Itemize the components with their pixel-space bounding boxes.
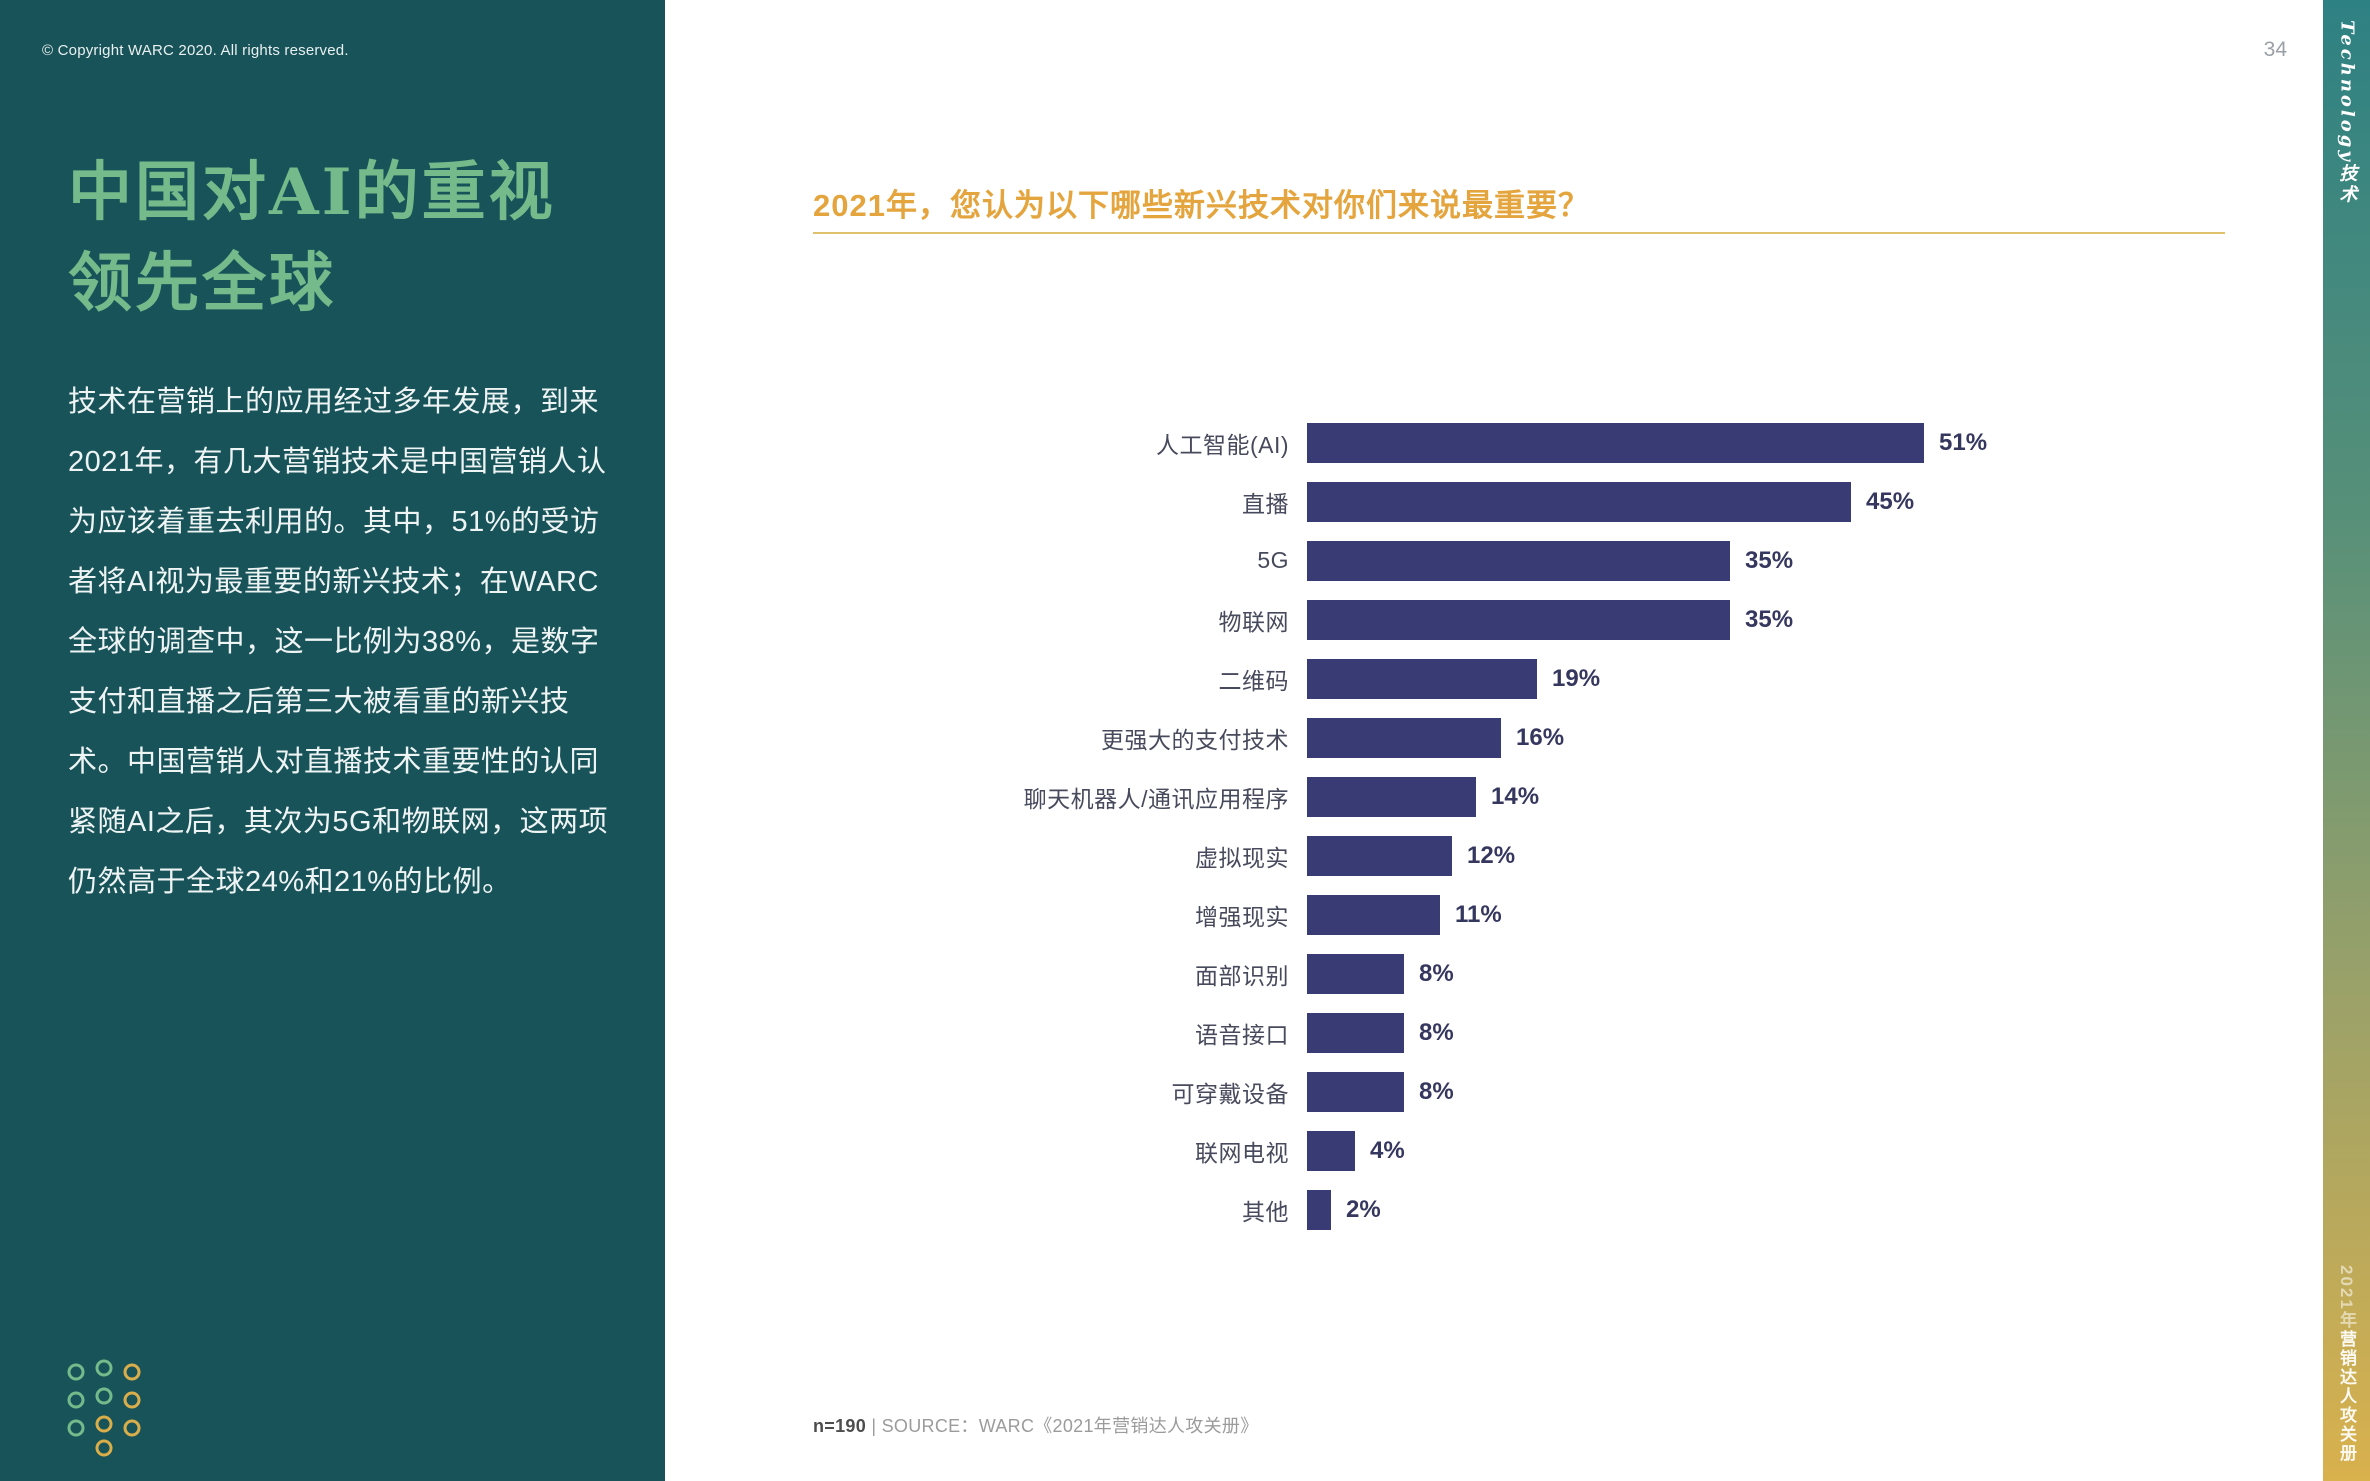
edge-strip: Technology技术 2021年营销达人攻关册 bbox=[2323, 0, 2370, 1481]
chart-bar bbox=[1307, 835, 1452, 876]
chart-bar-area: 12% bbox=[1307, 835, 1516, 876]
source-text: | SOURCE：WARC《2021年营销达人攻关册》 bbox=[866, 1416, 1259, 1436]
chart-bar-area: 8% bbox=[1307, 1071, 1454, 1112]
chart-row: 面部识别 8% bbox=[843, 944, 1987, 1003]
chart-row: 二维码 19% bbox=[843, 649, 1987, 708]
chart-row: 聊天机器人/通讯应用程序 14% bbox=[843, 767, 1987, 826]
chart-row: 5G 35% bbox=[843, 531, 1987, 590]
chart-value-label: 8% bbox=[1419, 959, 1454, 987]
heading-underline bbox=[813, 232, 2225, 234]
chart-bar-area: 2% bbox=[1307, 1189, 1381, 1230]
chart-category-label: 更强大的支付技术 bbox=[1101, 726, 1289, 753]
chart-bar bbox=[1307, 894, 1440, 935]
chart-row: 其他 2% bbox=[843, 1180, 1987, 1239]
chart-row: 物联网 35% bbox=[843, 590, 1987, 649]
page-title-line2: 领先全球 bbox=[68, 245, 336, 321]
chart-bar bbox=[1307, 1071, 1404, 1112]
chart-row: 联网电视 4% bbox=[843, 1121, 1987, 1180]
chart-bar-area: 51% bbox=[1307, 422, 1988, 463]
chart-category-label: 语音接口 bbox=[1195, 1021, 1289, 1048]
chart-bar bbox=[1307, 1012, 1404, 1053]
copyright-text: © Copyright WARC 2020. All rights reserv… bbox=[42, 42, 349, 59]
chart-bar bbox=[1307, 1189, 1331, 1230]
chart-bar-area: 8% bbox=[1307, 953, 1454, 994]
chart-bar bbox=[1307, 658, 1537, 699]
chart-value-label: 4% bbox=[1370, 1136, 1405, 1164]
report-title-vertical: 2021年营销达人攻关册 bbox=[2334, 1265, 2359, 1463]
chart-category-label: 聊天机器人/通讯应用程序 bbox=[1023, 785, 1289, 812]
report-year: 2021年 bbox=[2337, 1265, 2356, 1330]
chart-bar-area: 35% bbox=[1307, 540, 1794, 581]
chart-row: 人工智能(AI) 51% bbox=[843, 413, 1987, 472]
chart-category-label: 5G bbox=[1257, 547, 1289, 573]
chart-bar bbox=[1307, 599, 1730, 640]
chart-row: 虚拟现实 12% bbox=[843, 826, 1987, 885]
chart-value-label: 16% bbox=[1516, 723, 1565, 751]
chart-category-label: 人工智能(AI) bbox=[1155, 431, 1289, 458]
page-number: 34 bbox=[2263, 38, 2287, 61]
chart-category-label: 直播 bbox=[1242, 490, 1289, 517]
chart-category-label: 可穿戴设备 bbox=[1171, 1080, 1289, 1107]
chart-category-label: 联网电视 bbox=[1195, 1139, 1289, 1166]
chart-row: 直播 45% bbox=[843, 472, 1987, 531]
chart-title: 2021年，您认为以下哪些新兴技术对你们来说最重要？ bbox=[813, 188, 1590, 223]
chart-bar bbox=[1307, 717, 1501, 758]
chart-bar bbox=[1307, 1130, 1355, 1171]
chart-category-label: 物联网 bbox=[1218, 608, 1289, 635]
dots-logo-icon bbox=[67, 1359, 141, 1457]
chart-bar-area: 11% bbox=[1307, 894, 1502, 935]
chart-category-label: 其他 bbox=[1242, 1198, 1289, 1225]
chart-value-label: 35% bbox=[1745, 546, 1794, 574]
sidebar: © Copyright WARC 2020. All rights reserv… bbox=[0, 0, 665, 1481]
chart-value-label: 8% bbox=[1419, 1018, 1454, 1046]
page-title: 中国对AI的重视 领先全球 bbox=[68, 148, 556, 330]
chart-bar-area: 35% bbox=[1307, 599, 1794, 640]
chart-row: 更强大的支付技术 16% bbox=[843, 708, 1987, 767]
chart-value-label: 45% bbox=[1866, 487, 1915, 515]
chart-value-label: 8% bbox=[1419, 1077, 1454, 1105]
chart-bar-area: 4% bbox=[1307, 1130, 1405, 1171]
section-tab-technology: Technology技术 bbox=[2336, 20, 2358, 206]
chart-bar bbox=[1307, 422, 1924, 463]
source-note: n=190 | SOURCE：WARC《2021年营销达人攻关册》 bbox=[813, 1412, 1259, 1438]
bar-chart: 人工智能(AI) 51% 直播 45% 5G 35% 物联网 35% 二维码 19% 更强大的支付技… bbox=[843, 413, 1987, 1239]
chart-category-label: 增强现实 bbox=[1195, 903, 1289, 930]
chart-bar-area: 45% bbox=[1307, 481, 1915, 522]
chart-value-label: 19% bbox=[1552, 664, 1601, 692]
report-name: 营销达人攻关册 bbox=[2337, 1330, 2356, 1463]
chart-value-label: 14% bbox=[1491, 782, 1540, 810]
chart-bar bbox=[1307, 953, 1404, 994]
page-title-line1: 中国对AI的重视 bbox=[68, 155, 556, 230]
chart-row: 语音接口 8% bbox=[843, 1003, 1987, 1062]
chart-bar-area: 14% bbox=[1307, 776, 1540, 817]
sample-size: n=190 bbox=[813, 1416, 867, 1436]
chart-value-label: 2% bbox=[1346, 1195, 1381, 1223]
chart-bar-area: 19% bbox=[1307, 658, 1601, 699]
chart-category-label: 二维码 bbox=[1218, 667, 1289, 694]
chart-category-label: 虚拟现实 bbox=[1195, 844, 1289, 871]
body-paragraph: 技术在营销上的应用经过多年发展，到来2021年，有几大营销技术是中国营销人认为应… bbox=[68, 386, 609, 898]
chart-bar-area: 8% bbox=[1307, 1012, 1454, 1053]
main-content: 34 2021年，您认为以下哪些新兴技术对你们来说最重要？ 人工智能(AI) 51… bbox=[665, 0, 2323, 1481]
chart-bar bbox=[1307, 776, 1476, 817]
chart-value-label: 11% bbox=[1455, 900, 1502, 928]
chart-category-label: 面部识别 bbox=[1195, 962, 1289, 989]
chart-row: 可穿戴设备 8% bbox=[843, 1062, 1987, 1121]
chart-row: 增强现实 11% bbox=[843, 885, 1987, 944]
chart-bar bbox=[1307, 481, 1851, 522]
chart-value-label: 35% bbox=[1745, 605, 1794, 633]
chart-value-label: 12% bbox=[1467, 841, 1516, 869]
chart-bar bbox=[1307, 540, 1730, 581]
chart-value-label: 51% bbox=[1939, 428, 1988, 456]
chart-bar-area: 16% bbox=[1307, 717, 1565, 758]
